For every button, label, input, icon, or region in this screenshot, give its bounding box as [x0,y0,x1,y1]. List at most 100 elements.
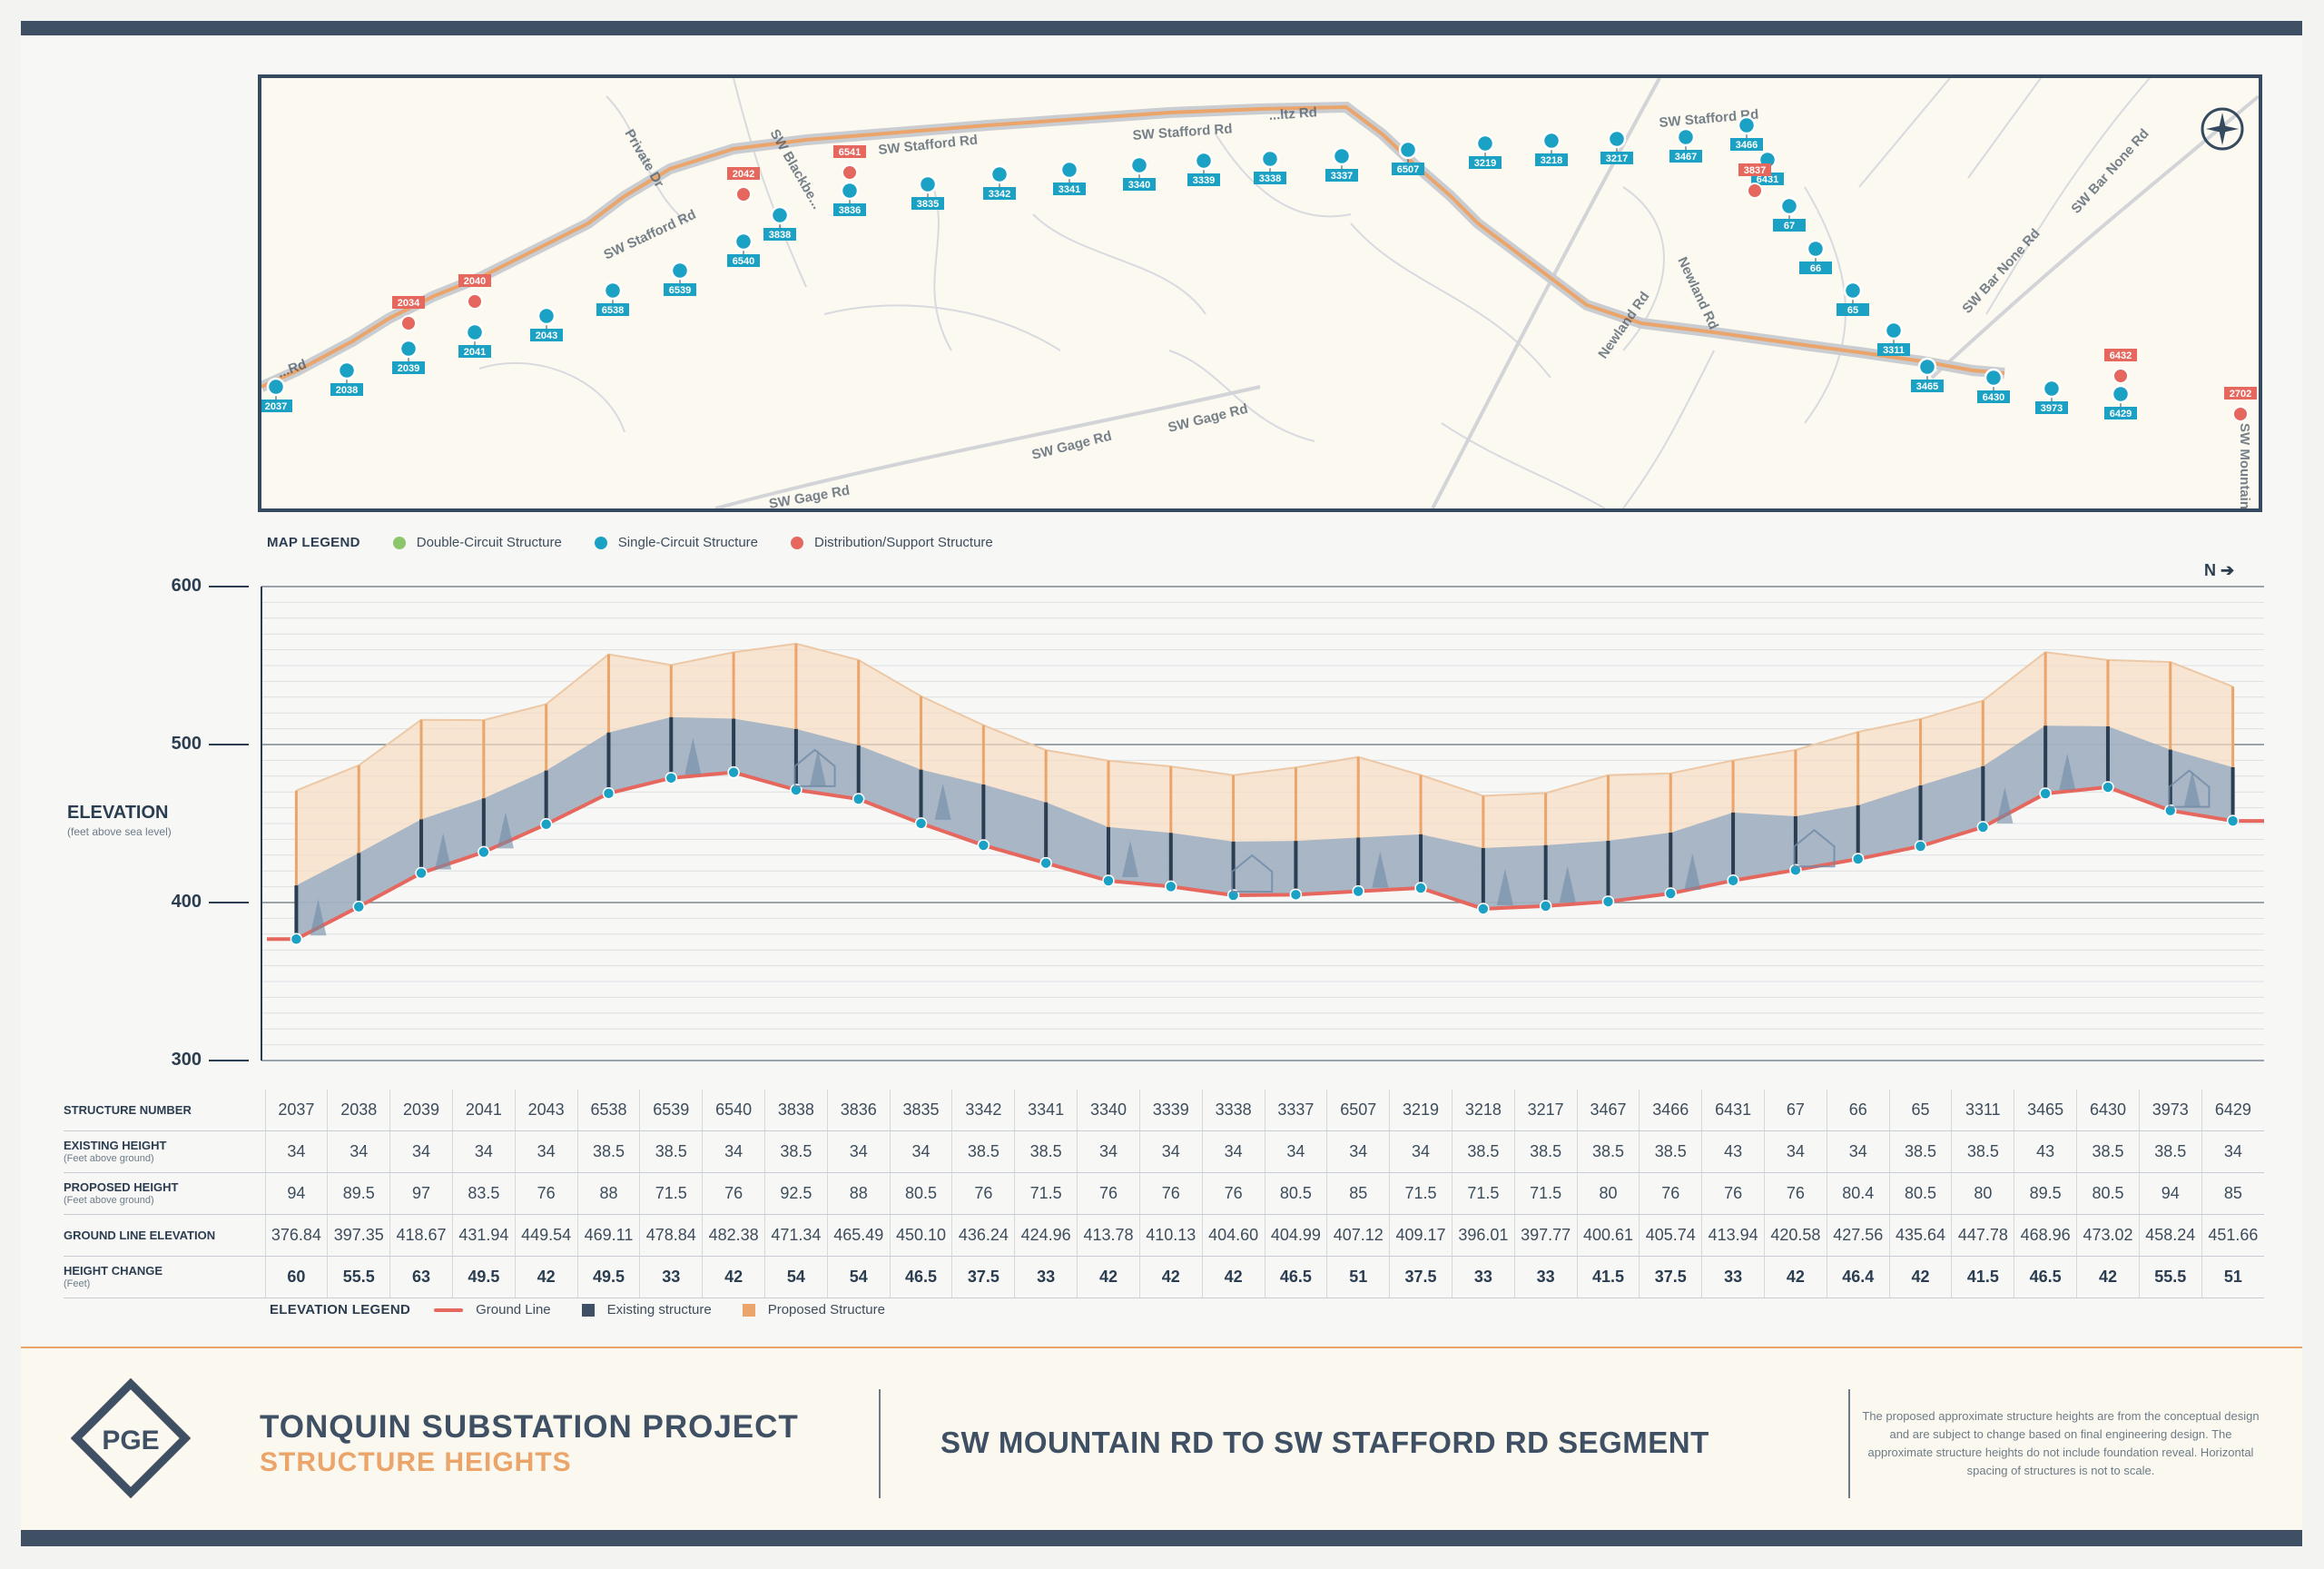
table-cell: 42 [1888,1256,1952,1298]
elevation-legend-title: ELEVATION LEGEND [270,1302,411,1317]
route-map: SW Stafford Rd SW Stafford Rd SW Stafford … [258,74,2262,512]
single-circuit-marker [1676,127,1696,147]
single-circuit-marker [1843,281,1863,301]
single-circuit-marker [1059,160,1079,180]
elevation-legend: ELEVATION LEGEND Ground Line Existing st… [270,1302,885,1317]
structure-label: 3838 [769,230,791,241]
y-tick-label: 400 [171,892,202,912]
road-label: SW Mountain Rd [2237,423,2252,508]
structure-label-tag [596,303,629,316]
table-cell: 71.5 [1389,1172,1452,1215]
table-cell: 43 [1701,1130,1765,1173]
table-cell: 71.5 [1451,1172,1515,1215]
structure-label-tag [664,283,696,296]
table-cell: 396.01 [1451,1214,1515,1257]
support-label-tag [727,167,760,180]
structure-label: 65 [1847,305,1858,316]
table-cell: 49.5 [576,1256,640,1298]
support-label-tag [2224,387,2257,400]
single-circuit-marker [1737,115,1757,135]
table-cell: 43 [2014,1130,2077,1173]
structure-label: 3340 [1128,180,1150,191]
pge-logo: PGE [71,1378,191,1498]
elevation-legend-item: Proposed Structure [767,1302,885,1317]
structure-label: 3311 [1883,345,1905,356]
structure-label: 3218 [1541,155,1562,166]
table-cell: 80.5 [2076,1172,2140,1215]
table-row: EXISTING HEIGHT (Feet above ground) 34 34 34… [64,1130,2264,1173]
disclaimer-note: The proposed approximate structure heigh… [1862,1409,2260,1477]
table-cell: 88 [576,1172,640,1215]
structure-label-tag [1799,262,1832,274]
table-cell: 76 [1639,1172,1702,1215]
table-cell: 71.5 [639,1172,703,1215]
table-cell: 447.78 [1951,1214,2014,1257]
structure-label: 2039 [398,363,419,374]
table-cell: 46.5 [2014,1256,2077,1298]
table-cell: 46.5 [1264,1256,1327,1298]
structure-label: 3342 [989,189,1010,200]
row-label-text: HEIGHT CHANGE [64,1263,163,1278]
structure-label-tag [2104,407,2137,419]
table-cell: 34 [327,1130,390,1173]
top-bar [21,21,2302,35]
table-cell: 38.5 [2138,1130,2202,1173]
table-cell: 37.5 [951,1256,1015,1298]
structure-label: 3466 [1736,140,1758,151]
support-label: 6541 [839,147,861,158]
structure-label-tag [1053,183,1086,195]
y-tick-label: 300 [171,1050,202,1070]
table-cell: 34 [514,1130,578,1173]
structure-label: 67 [1784,221,1795,232]
table-cell: 41.5 [1576,1256,1640,1298]
table-cell: 34 [1264,1130,1327,1173]
single-circuit-marker [1779,196,1799,216]
structure-label-tag [1911,380,1944,392]
table-cell: 3973 [2138,1090,2202,1131]
structure-label-tag [1123,178,1156,191]
table-cell: 450.10 [889,1214,952,1257]
support-label: 2040 [464,276,486,287]
single-circuit-marker [1917,357,1937,377]
structure-label-tag [1187,173,1220,186]
table-cell: 94 [264,1172,328,1215]
table-cell: 80.5 [889,1172,952,1215]
table-cell: 85 [1326,1172,1390,1215]
table-cell: 42 [1138,1256,1203,1298]
table-cell: 80 [1951,1172,2014,1215]
table-cell: 38.5 [764,1130,828,1173]
table-cell: 407.12 [1326,1214,1390,1257]
table-cell: 3341 [1014,1090,1078,1131]
table-cell: 38.5 [639,1130,703,1173]
structure-label: 6538 [602,305,624,316]
table-cell: 3338 [1201,1090,1265,1131]
row-sublabel: (Feet above ground) [64,1152,154,1164]
table-cell: 55.5 [2138,1256,2202,1298]
structure-label-tag [727,254,760,267]
table-cell: 42 [702,1256,765,1298]
footer-separator [879,1389,881,1498]
single-circuit-marker [1129,155,1149,175]
table-cell: 38.5 [951,1130,1015,1173]
table-cell: 473.02 [2076,1214,2140,1257]
map-legend-title: MAP LEGEND [267,535,360,550]
table-cell: 409.17 [1389,1214,1452,1257]
structure-label-tag [1392,163,1424,175]
distribution-marker [735,186,752,202]
table-cell: 63 [389,1256,453,1298]
structure-label: 66 [1810,263,1821,274]
single-circuit-marker [1984,368,2004,388]
table-cell: 2038 [327,1090,390,1131]
table-cell: 76 [1077,1172,1140,1215]
single-circuit-marker [918,174,938,194]
road-label: SW Stafford Rd [1132,121,1233,143]
structure-label: 3835 [917,199,939,210]
table-cell: 80 [1576,1172,1640,1215]
road-label: ...ltz Rd [1268,104,1317,123]
table-cell: 3337 [1264,1090,1327,1131]
road-label: Newland Rd [1674,255,1721,332]
single-circuit-marker [840,181,860,201]
table-cell: 33 [639,1256,703,1298]
table-cell: 76 [1201,1172,1265,1215]
single-circuit-marker [1398,140,1418,160]
